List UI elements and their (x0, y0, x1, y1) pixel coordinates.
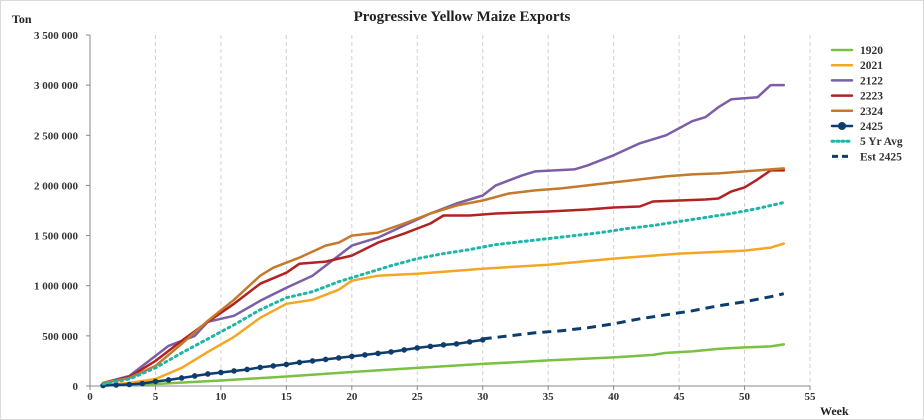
series-line-est-2425 (482, 292, 785, 341)
data-point (453, 341, 460, 347)
legend-label: 2122 (860, 75, 883, 87)
data-point (375, 350, 381, 357)
y-tick-label: 1 000 000 (34, 281, 79, 293)
x-axis-label: Week (820, 404, 849, 418)
data-point (257, 364, 263, 371)
data-point (335, 355, 342, 361)
data-point (178, 375, 185, 381)
legend-label: 5 Yr Avg (860, 136, 903, 148)
legend-label: 2324 (860, 106, 883, 118)
x-tick-label: 10 (215, 391, 227, 403)
data-point (349, 353, 355, 360)
data-point (152, 378, 159, 385)
data-point (113, 382, 119, 388)
data-point (466, 339, 473, 345)
series-lines (100, 83, 786, 389)
data-point (401, 347, 407, 353)
x-tick-label: 50 (739, 391, 751, 403)
legend-label: 2021 (860, 60, 883, 72)
y-tick-label: 0 (73, 381, 79, 393)
y-tick-label: 500 000 (42, 331, 78, 343)
data-point (139, 380, 146, 387)
y-tick-labels: 0 500 000 1 000 000 1 500 000 2 000 000 2 500… (34, 30, 79, 393)
y-tick-label: 1 500 000 (34, 231, 79, 243)
x-tick-label: 30 (477, 391, 489, 403)
series-line-2223 (101, 169, 786, 385)
series-line-5-yr-avg (101, 201, 786, 386)
series-line-2324 (101, 167, 786, 385)
x-tick-labels: 0 5 10 15 20 25 30 35 40 45 50 55 (87, 391, 816, 403)
grid-lines (154, 35, 811, 386)
x-tick-label: 20 (346, 391, 358, 403)
y-tick-label: 3 500 000 (34, 30, 79, 42)
data-point (414, 345, 421, 351)
data-point (205, 371, 211, 377)
legend-label: Est 2425 (860, 151, 902, 163)
data-point (388, 349, 394, 355)
data-point (296, 359, 303, 366)
series-line-2021 (101, 242, 786, 387)
data-point (244, 366, 250, 373)
data-point (231, 368, 237, 374)
data-point (191, 373, 198, 379)
series-line-1920 (101, 343, 786, 387)
x-tick-label: 0 (87, 391, 93, 403)
x-tick-label: 40 (608, 391, 620, 403)
series-line-2122 (101, 83, 786, 385)
y-tick-label: 2 000 000 (34, 180, 79, 192)
data-point (309, 358, 316, 364)
data-point (322, 356, 329, 363)
x-tick-label: 5 (153, 391, 159, 403)
data-point (270, 363, 277, 369)
y-tick-label: 2 500 000 (34, 130, 79, 142)
x-tick-label: 35 (543, 391, 555, 403)
y-tick-label: 3 000 000 (34, 80, 79, 92)
x-tick-label: 45 (674, 391, 686, 403)
x-tick-label: 15 (281, 391, 293, 403)
legend-label: 2425 (860, 121, 883, 133)
data-point (427, 343, 434, 350)
data-point (126, 381, 133, 388)
data-point (283, 361, 290, 368)
y-axis-label: Ton (12, 12, 32, 26)
legend: 1920 2021 2122 2223 2324 2425 5 Yr Avg Est 2425 (830, 45, 903, 163)
data-point (165, 377, 172, 383)
chart-title: Progressive Yellow Maize Exports (354, 9, 571, 25)
axes (86, 34, 811, 390)
data-point (362, 352, 368, 358)
legend-label: 1920 (860, 45, 883, 57)
x-tick-label: 25 (412, 391, 424, 403)
x-tick-label: 55 (805, 391, 817, 403)
legend-label: 2223 (860, 91, 883, 103)
data-point (440, 342, 447, 348)
legend-marker (838, 122, 846, 130)
data-point (218, 369, 224, 376)
